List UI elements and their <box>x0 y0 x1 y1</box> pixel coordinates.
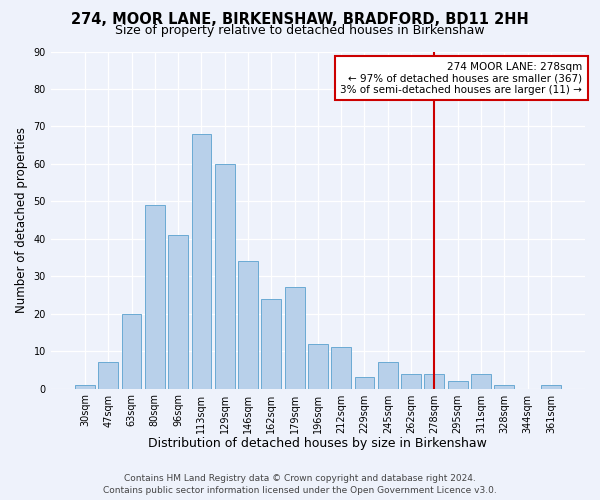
Bar <box>191 134 211 388</box>
Bar <box>401 374 421 388</box>
X-axis label: Distribution of detached houses by size in Birkenshaw: Distribution of detached houses by size … <box>148 437 487 450</box>
Bar <box>471 374 491 388</box>
Bar <box>145 205 165 388</box>
Bar <box>308 344 328 388</box>
Bar <box>494 385 514 388</box>
Bar <box>168 235 188 388</box>
Bar <box>262 298 281 388</box>
Bar <box>331 348 351 389</box>
Bar <box>238 261 258 388</box>
Bar <box>122 314 142 388</box>
Text: 274, MOOR LANE, BIRKENSHAW, BRADFORD, BD11 2HH: 274, MOOR LANE, BIRKENSHAW, BRADFORD, BD… <box>71 12 529 28</box>
Bar <box>75 385 95 388</box>
Bar <box>215 164 235 388</box>
Bar <box>285 288 305 388</box>
Bar <box>541 385 561 388</box>
Bar <box>378 362 398 388</box>
Bar <box>98 362 118 388</box>
Bar <box>448 381 467 388</box>
Text: Contains HM Land Registry data © Crown copyright and database right 2024.
Contai: Contains HM Land Registry data © Crown c… <box>103 474 497 495</box>
Y-axis label: Number of detached properties: Number of detached properties <box>15 127 28 313</box>
Bar <box>355 378 374 388</box>
Text: 274 MOOR LANE: 278sqm
← 97% of detached houses are smaller (367)
3% of semi-deta: 274 MOOR LANE: 278sqm ← 97% of detached … <box>340 62 583 95</box>
Text: Size of property relative to detached houses in Birkenshaw: Size of property relative to detached ho… <box>115 24 485 37</box>
Bar <box>424 374 444 388</box>
